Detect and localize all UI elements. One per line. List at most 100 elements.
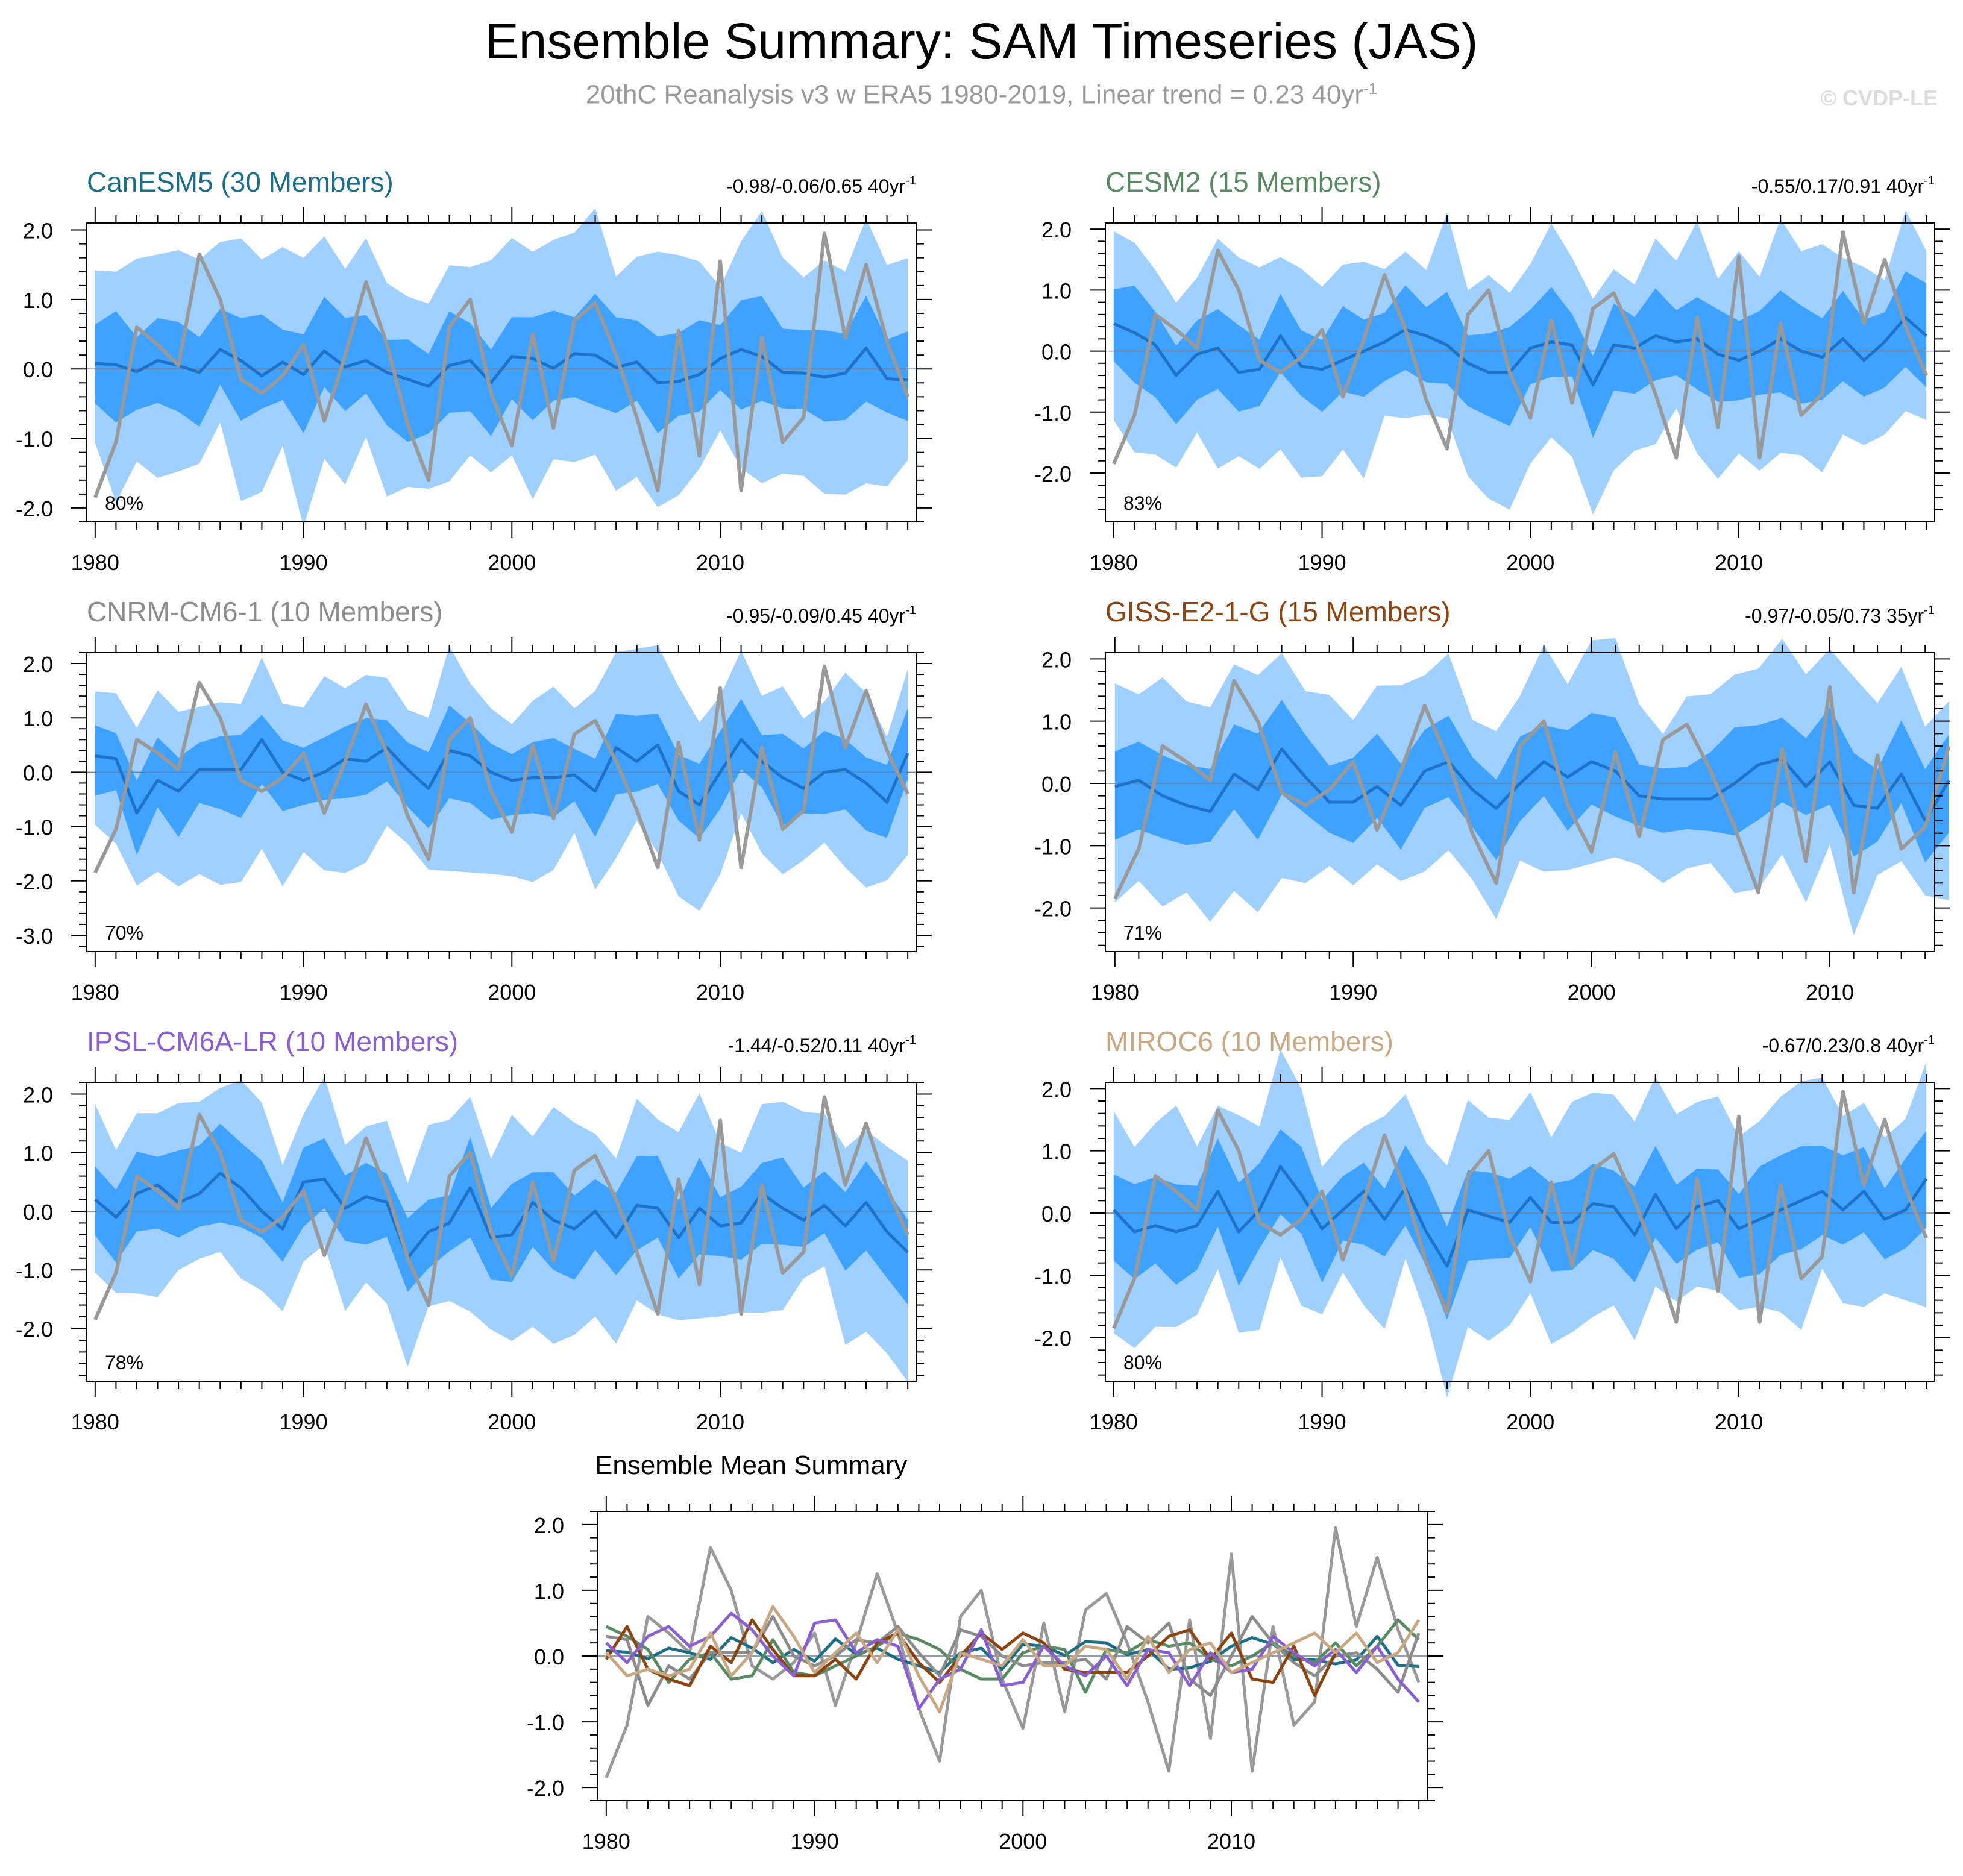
y-tick-label: -1.0 [1034,1264,1072,1288]
series-line-cnrm-cm6-1 [606,1615,1421,1707]
ensemble-interquartile-band [95,1123,908,1305]
x-tick-label: 2010 [1207,1829,1255,1854]
trend-label: -1.44/-0.52/0.11 40yr-1 [728,1034,917,1056]
x-tick-label: 1990 [1298,550,1346,575]
trend-label: -0.67/0.23/0.8 40yr-1 [1762,1034,1935,1056]
ensemble-mean-line [95,347,908,388]
y-tick-label: 1.0 [1041,1140,1072,1164]
y-tick-label: -2.0 [1034,897,1072,921]
y-tick-label: 2.0 [23,652,53,677]
y-tick-label: -1.0 [16,1258,53,1283]
x-tick-label: 2010 [696,980,744,1005]
plot-frame [86,222,917,522]
page-title: Ensemble Summary: SAM Timeseries (JAS) [485,13,1478,69]
y-tick-label: -1.0 [1034,834,1072,859]
trend-label: -0.95/-0.09/0.45 40yr-1 [726,604,916,627]
x-tick-label: 1990 [280,980,328,1005]
x-tick-label: 1980 [71,980,119,1005]
x-tick-label: 2000 [1506,1410,1554,1434]
y-tick-label: -2.0 [527,1776,564,1801]
percent-label: 80% [105,492,143,514]
y-tick-label: -2.0 [16,497,53,521]
y-tick-label: -2.0 [1034,1326,1072,1351]
x-tick-label: 2010 [1715,550,1763,575]
x-tick-label: 1990 [791,1829,839,1854]
x-tick-label: 2010 [1806,980,1854,1005]
y-tick-label: 0.0 [534,1645,564,1669]
y-tick-label: 1.0 [1041,278,1072,303]
x-tick-label: 1980 [582,1829,630,1854]
ensemble-mean-line [1114,747,1950,823]
chart-panel-6: -2.0 -1.0 0.0 1.0 2.0 1980 1990 2000 2010 MIROC6 … [1034,1026,1950,1434]
y-tick-label: -2.0 [1034,462,1072,486]
series-line-observations [605,1526,1421,1778]
y-tick-label: 1.0 [23,1141,53,1166]
y-tick-label: 2.0 [23,1082,53,1107]
y-tick-label: 0.0 [23,761,53,785]
ensemble-mean-line [1113,316,1927,386]
x-tick-label: 2000 [488,980,536,1005]
panel-title: Ensemble Mean Summary [595,1451,907,1480]
y-tick-label: 0.0 [1041,772,1072,797]
y-tick-label: 0.0 [1041,1202,1072,1226]
trend-label: -0.55/0.17/0.91 40yr-1 [1751,174,1935,197]
y-tick-label: -3.0 [16,924,53,949]
x-tick-label: 2010 [696,1410,744,1434]
y-tick-label: 1.0 [23,288,53,313]
x-tick-label: 2000 [488,1410,536,1434]
x-tick-label: 1990 [280,550,328,575]
page-subtitle: 20thC Reanalysis v3 w ERA5 1980-2019, Li… [0,80,1963,110]
y-tick-label: -1.0 [16,427,53,452]
y-tick-label: 2.0 [1041,647,1072,672]
chart-panel-5: -2.0 -1.0 0.0 1.0 2.0 1980 1990 2000 2010 IPSL-CM… [16,1026,932,1434]
x-tick-label: 2000 [999,1829,1047,1854]
observations-line [93,231,909,498]
plot-frame [86,1082,917,1382]
y-tick-label: -1.0 [16,815,53,840]
y-tick-label: -1.0 [1034,401,1072,425]
panel-title: MIROC6 (10 Members) [1105,1026,1393,1057]
y-tick-label: 2.0 [23,219,53,243]
panel-title: GISS-E2-1-G (15 Members) [1105,596,1451,627]
y-tick-label: 1.0 [534,1579,564,1604]
y-tick-label: 0.0 [23,1200,53,1225]
x-tick-label: 2000 [1506,550,1554,575]
observations-line [1113,679,1951,900]
y-tick-label: 2.0 [1041,218,1072,242]
plot-frame [1105,222,1935,522]
y-tick-label: -2.0 [16,870,53,894]
ensemble-interquartile-band [1113,1129,1927,1320]
x-tick-label: 2000 [1568,980,1616,1005]
chart-panel-1: -2.0 -1.0 0.0 1.0 2.0 1980 1990 2000 2010 CanESM5… [16,166,932,575]
ensemble-mean-line [95,738,909,815]
percent-label: 78% [105,1352,143,1373]
y-tick-label: -2.0 [16,1317,53,1341]
x-tick-label: 2010 [696,550,744,575]
x-tick-label: 2000 [488,550,536,575]
chart-panel-3: -3.0 -2.0 -1.0 0.0 1.0 2.0 1980 1990 2000 2010 CNR… [16,596,932,1005]
percent-label: 83% [1123,492,1162,514]
y-tick-label: 0.0 [23,357,53,382]
observations-line [1112,1090,1928,1329]
copyright-label: © CVDP-LE [1820,86,1938,110]
observations-line [93,1095,909,1321]
trend-label: -0.97/-0.05/0.73 35yr-1 [1745,604,1935,627]
observations-line [1112,230,1928,465]
ensemble-mean-line [1113,1165,1928,1268]
y-tick-label: 2.0 [1041,1077,1072,1102]
trend-label: -0.98/-0.06/0.65 40yr-1 [726,174,916,197]
x-tick-label: 1980 [71,550,119,575]
y-tick-label: 1.0 [23,706,53,731]
subtitle-text: 20thC Reanalysis v3 w ERA5 1980-2019, Li… [585,80,1364,110]
x-tick-label: 1980 [1090,550,1138,575]
plot-frame [1105,1082,1935,1382]
percent-label: 71% [1123,922,1162,944]
y-tick-label: -1.0 [527,1710,564,1735]
x-tick-label: 1980 [71,1410,119,1434]
x-tick-label: 2010 [1715,1410,1763,1434]
percent-label: 80% [1123,1352,1162,1373]
plot-frame [86,652,917,952]
panel-title: CNRM-CM6-1 (10 Members) [87,596,442,627]
x-tick-label: 1990 [1298,1410,1346,1434]
